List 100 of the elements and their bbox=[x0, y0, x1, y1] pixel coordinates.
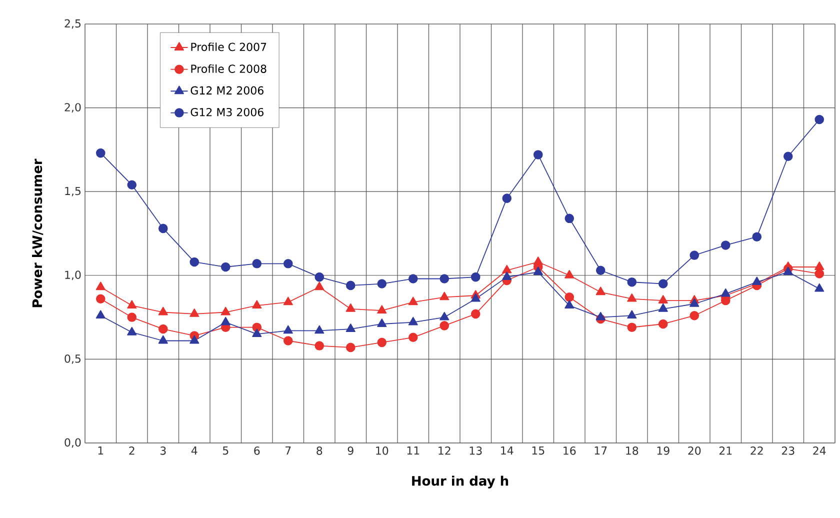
point bbox=[814, 262, 824, 270]
point bbox=[596, 312, 606, 320]
point bbox=[470, 272, 480, 282]
point bbox=[190, 308, 200, 317]
x-axis-title: Hour in day h bbox=[412, 476, 508, 488]
point bbox=[158, 324, 168, 334]
point bbox=[314, 341, 324, 350]
y-tick-label: 1,0 bbox=[65, 270, 81, 280]
point bbox=[158, 306, 168, 316]
x-tick-label: 21 bbox=[719, 446, 732, 455]
point bbox=[690, 310, 700, 320]
point bbox=[596, 286, 606, 296]
point bbox=[627, 293, 637, 302]
point bbox=[690, 298, 700, 307]
point bbox=[408, 316, 418, 326]
point bbox=[658, 279, 668, 288]
point bbox=[440, 292, 450, 300]
x-tick-label: 3 bbox=[160, 446, 166, 455]
point bbox=[690, 250, 700, 260]
point bbox=[346, 280, 356, 290]
y-tick-label: 0,5 bbox=[64, 354, 81, 364]
point bbox=[658, 295, 668, 304]
point bbox=[564, 214, 574, 224]
x-tick-label: 17 bbox=[594, 446, 607, 455]
point bbox=[127, 180, 137, 190]
point bbox=[814, 283, 824, 292]
point bbox=[814, 114, 824, 124]
point bbox=[408, 274, 418, 284]
point bbox=[502, 194, 512, 203]
point bbox=[252, 300, 262, 309]
point bbox=[502, 272, 512, 280]
x-tick-label: 23 bbox=[782, 446, 794, 455]
point bbox=[252, 328, 262, 337]
point bbox=[377, 338, 387, 348]
point bbox=[158, 335, 168, 344]
point bbox=[377, 305, 387, 314]
x-tick-label: 8 bbox=[316, 446, 322, 455]
y-tick-label: 2,5 bbox=[64, 19, 81, 29]
point bbox=[96, 310, 106, 319]
legend-label: G12 M3 2006 bbox=[190, 108, 264, 116]
point bbox=[564, 270, 574, 278]
legend-label: G12 M2 2006 bbox=[190, 86, 264, 95]
point bbox=[564, 300, 574, 309]
point bbox=[470, 309, 480, 319]
point bbox=[658, 303, 668, 312]
x-tick-label: 7 bbox=[286, 446, 291, 455]
x-tick-label: 13 bbox=[470, 446, 482, 455]
point bbox=[720, 240, 730, 250]
point bbox=[596, 266, 606, 276]
x-tick-label: 4 bbox=[191, 446, 198, 455]
x-tick-label: 1 bbox=[98, 446, 104, 455]
x-tick-label: 19 bbox=[657, 446, 670, 455]
x-tick-label: 12 bbox=[438, 446, 450, 455]
point bbox=[252, 259, 262, 268]
x-tick-label: 20 bbox=[688, 446, 701, 455]
point bbox=[346, 342, 356, 352]
point bbox=[314, 282, 324, 290]
point bbox=[220, 262, 230, 272]
x-tick-label: 9 bbox=[348, 446, 354, 455]
point bbox=[502, 264, 512, 274]
point bbox=[564, 292, 574, 302]
point bbox=[283, 296, 293, 306]
point bbox=[627, 310, 637, 319]
y-tick-label: 0,0 bbox=[64, 438, 81, 448]
point bbox=[440, 274, 450, 284]
point bbox=[190, 257, 200, 267]
point bbox=[190, 335, 200, 344]
point bbox=[346, 324, 356, 332]
point bbox=[814, 269, 824, 278]
point bbox=[127, 312, 137, 322]
x-tick-label: 5 bbox=[222, 446, 228, 455]
legend-label: Profile C 2008 bbox=[191, 64, 266, 73]
point bbox=[377, 318, 387, 327]
point bbox=[408, 332, 418, 342]
point bbox=[158, 224, 168, 234]
point bbox=[127, 326, 137, 336]
point bbox=[96, 294, 106, 304]
x-tick-label: 10 bbox=[376, 446, 388, 455]
point bbox=[783, 152, 793, 162]
point bbox=[283, 336, 293, 346]
x-tick-label: 6 bbox=[254, 446, 260, 455]
point bbox=[470, 293, 480, 302]
point bbox=[346, 303, 356, 312]
x-tick-label: 24 bbox=[813, 446, 826, 455]
point bbox=[314, 325, 324, 334]
point bbox=[127, 300, 137, 309]
point bbox=[752, 232, 762, 242]
point bbox=[627, 277, 637, 287]
y-axis-title: Power kW/consumer bbox=[32, 158, 44, 308]
point bbox=[314, 272, 324, 282]
y-tick-label: 1,5 bbox=[65, 186, 81, 196]
point bbox=[283, 325, 293, 334]
y-tick-label: 2,0 bbox=[64, 103, 81, 113]
x-tick-label: 15 bbox=[532, 446, 544, 455]
point bbox=[658, 319, 668, 329]
point bbox=[220, 306, 230, 316]
point bbox=[440, 321, 450, 330]
point bbox=[96, 148, 106, 158]
point bbox=[533, 150, 543, 160]
point bbox=[96, 282, 106, 290]
